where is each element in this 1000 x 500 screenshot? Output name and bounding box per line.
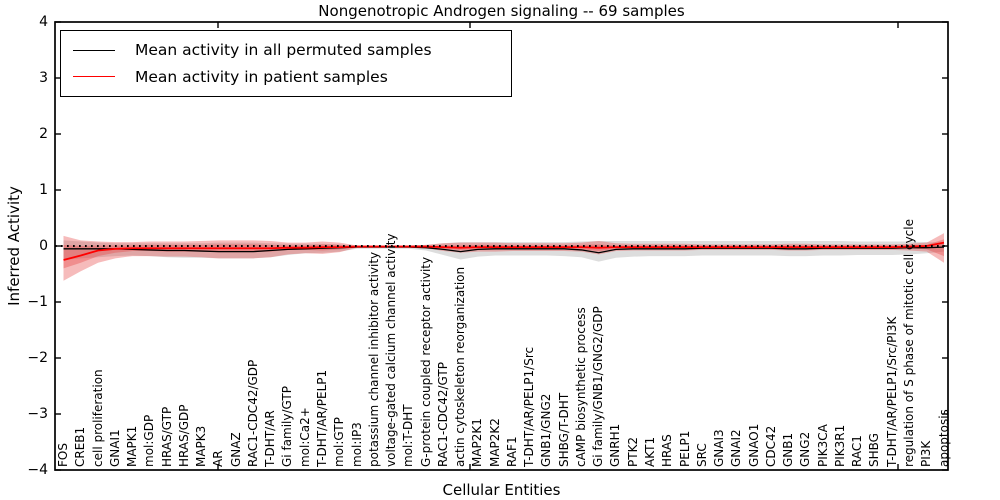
y-tick-label: −3	[27, 406, 48, 422]
x-tick-label: PIK3R1	[832, 424, 847, 467]
y-tick-label: 0	[39, 238, 48, 254]
x-tick-label: mol:GTP	[332, 417, 347, 467]
x-tick-label: T-DHT/AR/PELP1	[314, 369, 329, 467]
x-tick-label: PIK3CA	[815, 424, 830, 467]
y-tick-label: 1	[39, 182, 48, 198]
y-tick-label: 3	[39, 70, 48, 86]
x-tick-label: voltage-gated calcium channel activity	[384, 233, 399, 467]
patient-samples-outer-band	[63, 233, 944, 281]
x-tick-label: GNB1/GNG2	[539, 393, 554, 467]
x-tick-label: SHBG	[867, 433, 882, 467]
x-tick-label: SHBG/T-DHT	[556, 392, 571, 467]
x-tick-label: HRAS	[660, 434, 675, 467]
x-tick-label: actin cytoskeleton reorganization	[453, 266, 468, 467]
x-tick-label: RAC1-CDC42/GDP	[245, 359, 260, 467]
patient-line-sample	[73, 76, 115, 78]
x-tick-label: mol:T-DHT	[401, 404, 416, 467]
plot-border	[54, 21, 949, 471]
x-tick-label: CDC42	[763, 425, 778, 467]
x-tick-label: cAMP biosynthetic process	[573, 307, 588, 467]
x-tick-label: RAF1	[504, 436, 519, 467]
x-tick-label: T-DHT/AR/PELP1/Src/PI3K	[884, 316, 899, 467]
x-tick-label: SRC	[694, 443, 709, 467]
x-tick-label: mol:Ca2+	[297, 407, 312, 467]
x-tick-label: GNAI2	[729, 429, 744, 467]
x-tick-label: PELP1	[677, 430, 692, 467]
x-tick-label: potassium channel inhibitor activity	[366, 251, 381, 467]
y-tick-label: −1	[27, 294, 48, 310]
x-tick-label: MAP2K2	[487, 418, 502, 467]
x-tick-label: G-protein coupled receptor activity	[418, 256, 433, 467]
x-tick-label: mol:IP3	[349, 422, 364, 467]
x-tick-label: GNAZ	[228, 432, 243, 467]
x-tick-label: GNB1	[781, 432, 796, 467]
x-tick-label: Gi family/GNB1/GNG2/GDP	[591, 306, 606, 467]
x-tick-label: MAPK1	[125, 425, 140, 467]
x-tick-label: FOS	[56, 443, 70, 467]
legend-item-permuted: Mean activity in all permuted samples	[73, 41, 499, 59]
x-tick-label: AKT1	[643, 436, 657, 467]
y-tick-label: −4	[27, 462, 48, 478]
x-tick-label: MAPK3	[194, 425, 209, 467]
x-tick-label: regulation of S phase of mitotic cell cy…	[901, 219, 916, 467]
x-tick-label: T-DHT/AR/PELP1/Src	[522, 346, 537, 467]
x-tick-label: HRAS/GDP	[176, 404, 191, 467]
legend: Mean activity in all permuted samples Me…	[60, 30, 512, 97]
x-tick-label: CREB1	[73, 426, 88, 467]
y-tick-label: 4	[39, 14, 48, 30]
patient-mean-line	[63, 241, 945, 261]
legend-label-patient: Mean activity in patient samples	[135, 67, 388, 86]
x-tick-label: GNAO1	[746, 423, 761, 467]
x-tick-label: GNRH1	[608, 423, 623, 467]
y-tick-label: −2	[27, 350, 48, 366]
legend-label-permuted: Mean activity in all permuted samples	[135, 41, 432, 60]
x-tick-label: GNG2	[798, 431, 813, 467]
x-tick-label: GNAI3	[712, 429, 727, 467]
chart-title: Nongenotropic Androgen signaling -- 69 s…	[318, 2, 685, 20]
permuted-line-sample	[73, 49, 115, 51]
x-tick-label: AR	[211, 450, 226, 467]
x-tick-label: PTK2	[625, 436, 640, 467]
x-tick-label: Gi family/GTP	[280, 386, 295, 467]
x-tick-label: apoptosis	[936, 409, 951, 467]
x-tick-label: RAC1-CDC42/GTP	[435, 362, 450, 467]
x-tick-label: T-DHT/AR	[263, 410, 278, 467]
legend-item-patient: Mean activity in patient samples	[73, 68, 499, 86]
x-tick-label: mol:GDP	[142, 414, 157, 467]
x-tick-label: HRAS/GTP	[159, 406, 174, 467]
permuted-mean-line	[63, 246, 945, 254]
x-tick-label: cell proliferation	[90, 369, 105, 467]
x-tick-label: GNAI1	[107, 429, 122, 467]
x-tick-label: RAC1	[850, 435, 865, 467]
x-tick-label: PI3K	[919, 440, 934, 467]
x-axis-label: Cellular Entities	[442, 481, 561, 499]
y-tick-label: 2	[39, 126, 48, 142]
x-tick-label: MAP2K1	[470, 418, 485, 467]
